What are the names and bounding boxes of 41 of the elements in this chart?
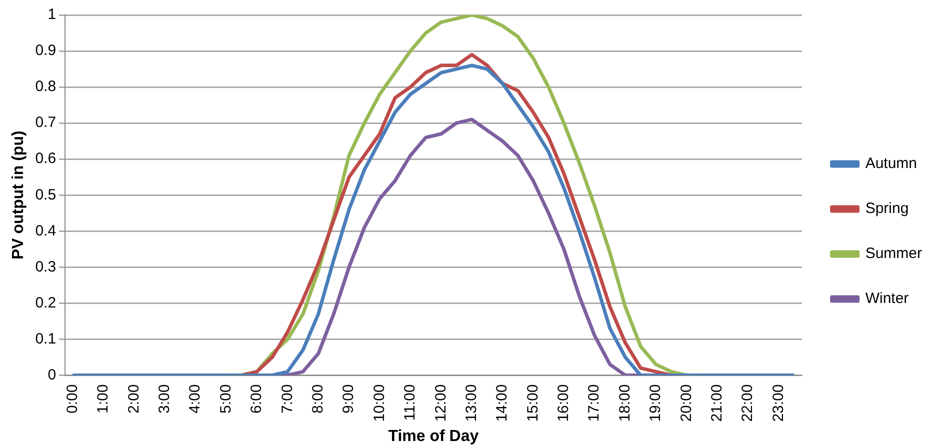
x-tick-label: 21:00 [708,384,726,422]
x-tick-label: 13:00 [462,384,480,422]
y-tick-label: 1 [48,6,56,24]
x-tick-label: 17:00 [586,384,603,422]
x-tick-label: 7:00 [278,384,296,414]
x-tick-label: 16:00 [555,384,572,422]
x-tick-label: 11:00 [402,384,419,421]
legend-label: Winter [865,290,909,308]
x-tick-label: 14:00 [494,384,511,422]
y-tick-label: 0.7 [35,114,56,132]
y-tick-label: 0.2 [35,294,56,312]
x-tick-label: 8:00 [309,384,326,414]
x-tick-label: 6:00 [248,384,266,414]
y-tick-label: 0 [48,366,56,384]
x-tick-label: 4:00 [186,384,204,414]
legend-label: Spring [865,200,909,218]
y-tick-label: 0.1 [35,330,56,348]
x-tick-label: 9:00 [340,384,358,414]
y-tick-label: 0.6 [35,150,56,168]
x-tick-label: 20:00 [678,384,695,422]
x-tick-label: 0:00 [64,384,81,414]
legend-label: Summer [865,245,922,262]
x-tick-label: 23:00 [770,384,787,422]
x-tick-label: 12:00 [432,384,450,422]
legend-label: Autumn [865,155,918,172]
x-tick-label: 3:00 [156,384,173,414]
x-tick-label: 19:00 [647,384,664,422]
y-tick-label: 0.9 [35,42,56,60]
y-tick-label: 0.4 [35,222,56,240]
x-tick-label: 15:00 [524,384,542,422]
y-tick-label: 0.8 [35,78,56,96]
x-tick-label: 18:00 [616,384,634,422]
y-tick-label: 0.3 [35,258,56,276]
y-axis-title: PV output in (pu) [10,130,28,260]
x-tick-label: 22:00 [739,384,756,422]
x-tick-label: 5:00 [217,384,234,414]
x-tick-label: 1:00 [94,384,112,414]
x-tick-label: 10:00 [370,384,388,422]
y-tick-label: 0.5 [35,186,56,204]
x-tick-label: 2:00 [125,384,142,414]
x-axis-title: Time of Day [388,428,479,445]
